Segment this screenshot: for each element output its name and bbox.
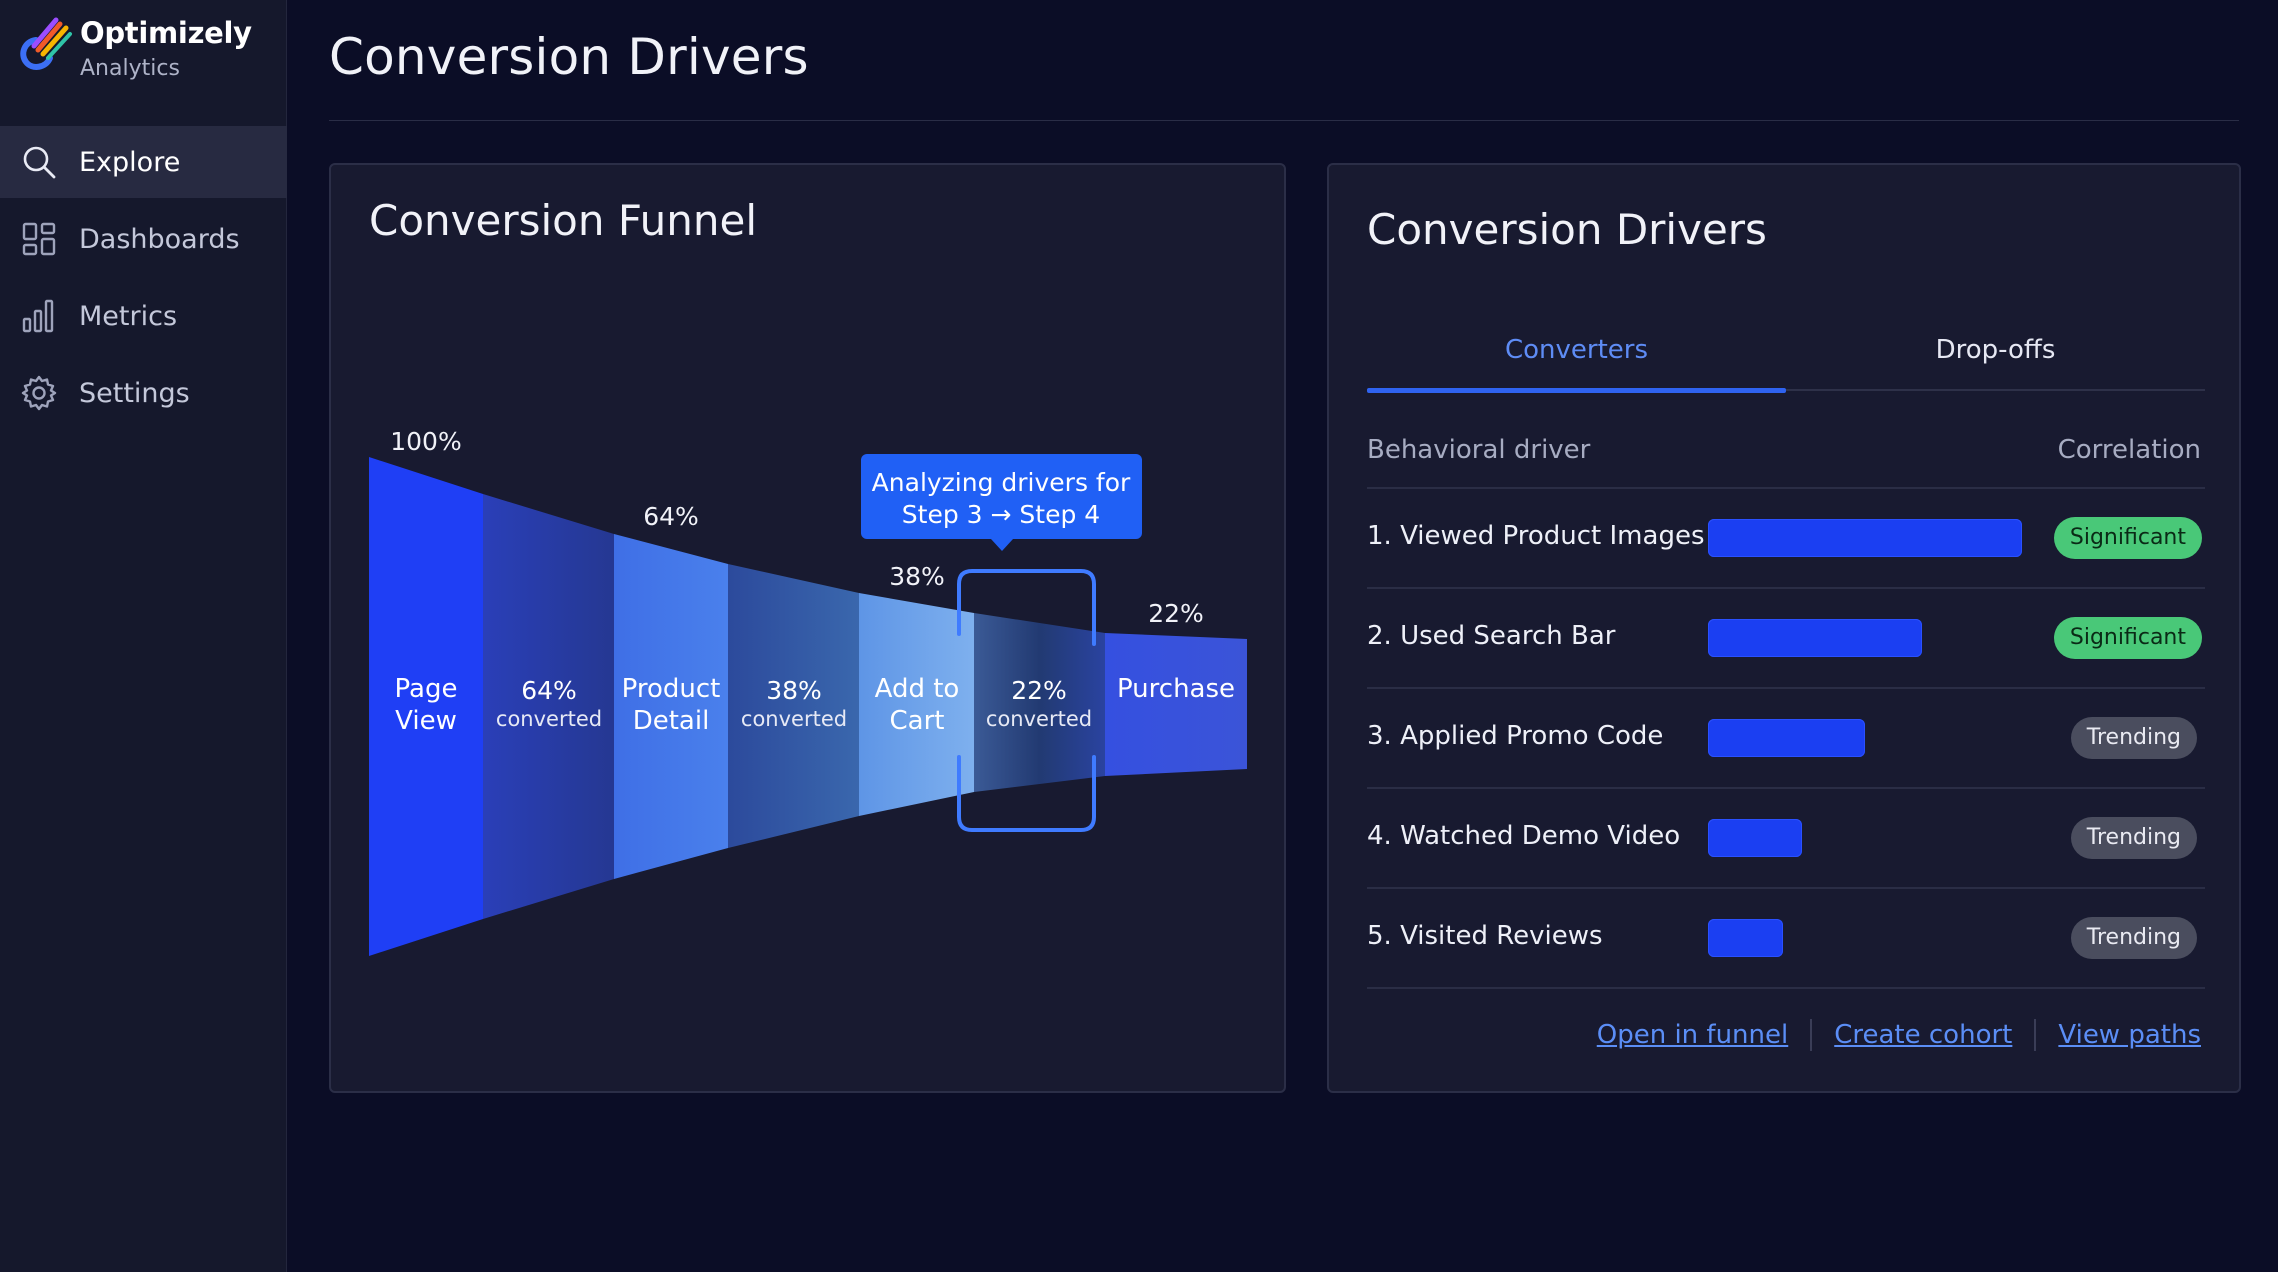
page-title: Conversion Drivers — [329, 28, 809, 86]
step-label-page-view: Page — [395, 674, 458, 704]
sidebar-item-metrics[interactable]: Metrics — [0, 280, 287, 352]
sidebar-item-label: Metrics — [79, 300, 178, 332]
open-in-funnel-link[interactable]: Open in funnel — [1596, 1020, 1789, 1050]
sidebar: Optimizely Analytics Explore Dashboards … — [0, 0, 287, 1272]
sidebar-nav: Explore Dashboards Metrics Settings — [0, 126, 287, 434]
drivers-table-header: Behavioral driver Correlation — [1367, 425, 2205, 489]
funnel-title: Conversion Funnel — [369, 196, 757, 245]
dashboard-icon — [20, 220, 58, 258]
step-label-add-to-cart: Add to — [875, 674, 960, 704]
step-pct-product-detail: 64% — [643, 502, 699, 531]
status-badge: Trending — [2070, 917, 2197, 959]
table-row[interactable]: 1. Viewed Product Images Significant — [1367, 489, 2205, 589]
action-links: Open in funnel Create cohort View paths — [1597, 1019, 2201, 1051]
tooltip-line-1: Analyzing drivers for — [872, 468, 1131, 497]
gear-icon — [20, 374, 58, 412]
step-label-product-detail-2: Detail — [633, 706, 710, 736]
brand-name: Optimizely — [80, 16, 252, 50]
sidebar-item-dashboards[interactable]: Dashboards — [0, 203, 287, 275]
funnel-transition-1 — [483, 494, 614, 919]
transition-label-2: converted — [741, 707, 847, 731]
sidebar-item-label: Dashboards — [79, 223, 240, 255]
header-divider — [329, 120, 2239, 121]
correlation-bar — [1708, 919, 1783, 957]
view-paths-link[interactable]: View paths — [2058, 1020, 2201, 1050]
transition-pct-2: 38% — [766, 676, 822, 705]
correlation-bar — [1708, 719, 1865, 757]
status-badge: Significant — [2053, 617, 2202, 659]
step-label-product-detail: Product — [622, 674, 721, 704]
driver-label: 1. Viewed Product Images — [1367, 521, 1705, 551]
highlight-bracket — [957, 569, 1096, 832]
funnel-transition-2 — [728, 564, 859, 848]
status-badge: Trending — [2070, 817, 2197, 859]
column-header-driver: Behavioral driver — [1367, 435, 1591, 465]
step-label-purchase: Purchase — [1117, 674, 1235, 704]
search-icon — [20, 143, 58, 181]
funnel-transition-3 — [974, 613, 1105, 792]
funnel-segment-page-view[interactable] — [369, 457, 483, 956]
correlation-bar — [1708, 519, 2022, 557]
analysis-tooltip: Analyzing drivers for Step 3 → Step 4 — [861, 454, 1142, 551]
status-badge: Significant — [2053, 517, 2202, 559]
conversion-funnel-card: Conversion Funnel Analyzing drivers for … — [329, 163, 1286, 1093]
driver-tabs: Converters Drop-offs — [1367, 310, 2205, 393]
link-divider — [2034, 1019, 2037, 1051]
transition-pct-1: 64% — [521, 676, 577, 705]
create-cohort-link[interactable]: Create cohort — [1834, 1020, 2013, 1050]
drivers-title: Conversion Drivers — [1367, 205, 1767, 254]
step-pct-add-to-cart: 38% — [889, 562, 945, 591]
brand[interactable]: Optimizely Analytics — [16, 12, 276, 82]
funnel-segment-add-to-cart[interactable] — [859, 593, 974, 816]
link-divider — [1810, 1019, 1813, 1051]
brand-subtitle: Analytics — [80, 56, 180, 81]
transition-label-3: converted — [986, 707, 1092, 731]
table-row[interactable]: 4. Watched Demo Video Trending — [1367, 789, 2205, 889]
step-label-add-to-cart-2: Cart — [890, 706, 945, 736]
driver-label: 2. Used Search Bar — [1367, 621, 1616, 651]
table-row[interactable]: 5. Visited Reviews Trending — [1367, 889, 2205, 989]
correlation-bar — [1708, 819, 1802, 857]
driver-label: 3. Applied Promo Code — [1367, 721, 1664, 751]
drivers-list: 1. Viewed Product Images Significant 2. … — [1367, 489, 2205, 989]
optimizely-logo-icon — [20, 17, 72, 70]
tab-converters[interactable]: Converters — [1367, 310, 1786, 393]
sidebar-item-explore[interactable]: Explore — [0, 126, 287, 198]
column-header-correlation: Correlation — [2057, 435, 2201, 465]
bar-chart-icon — [20, 297, 58, 335]
sidebar-item-settings[interactable]: Settings — [0, 357, 287, 429]
tab-drop-offs[interactable]: Drop-offs — [1935, 335, 2056, 365]
conversion-drivers-card: Conversion Drivers Converters Drop-offs … — [1327, 163, 2241, 1093]
funnel-chart: Conversion Funnel Analyzing drivers for … — [369, 196, 1247, 956]
table-row[interactable]: 3. Applied Promo Code Trending — [1367, 689, 2205, 789]
step-pct-purchase: 22% — [1148, 599, 1204, 628]
correlation-bar — [1708, 619, 1922, 657]
table-row[interactable]: 2. Used Search Bar Significant — [1367, 589, 2205, 689]
step-label-page-view-2: View — [395, 706, 457, 736]
funnel-segment-product-detail[interactable] — [614, 534, 728, 879]
step-pct-page-view: 100% — [390, 427, 461, 456]
transition-label-1: converted — [496, 707, 602, 731]
sidebar-item-label: Settings — [79, 377, 190, 409]
transition-pct-3: 22% — [1011, 676, 1067, 705]
driver-label: 5. Visited Reviews — [1367, 921, 1603, 951]
tooltip-line-2: Step 3 → Step 4 — [902, 500, 1100, 529]
funnel-segment-purchase[interactable] — [1105, 633, 1247, 776]
sidebar-item-label: Explore — [79, 146, 181, 178]
status-badge: Trending — [2070, 717, 2197, 759]
driver-label: 4. Watched Demo Video — [1367, 821, 1681, 851]
